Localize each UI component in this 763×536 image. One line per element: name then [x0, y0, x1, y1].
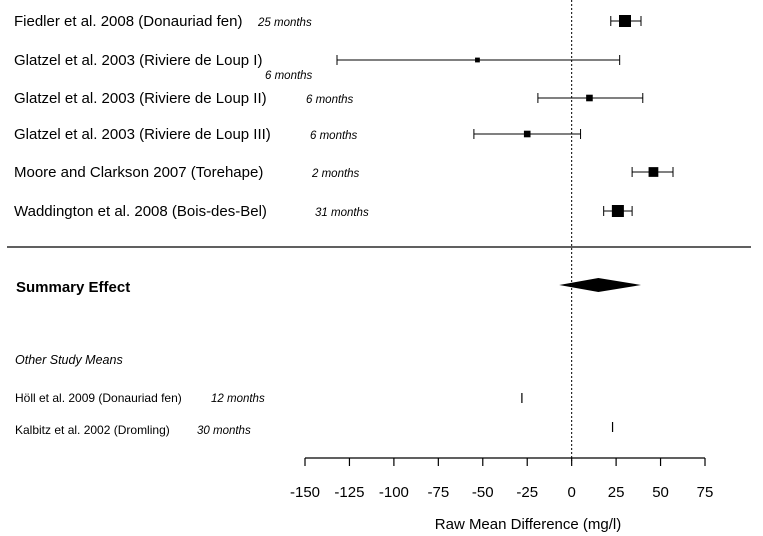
study-label: Glatzel et al. 2003 (Riviere de Loup I)	[14, 52, 262, 69]
x-tick-label: 75	[697, 484, 714, 501]
point-estimate	[619, 15, 631, 27]
x-tick-label: -125	[334, 484, 364, 501]
x-tick-label: -75	[427, 484, 449, 501]
point-estimate	[586, 94, 593, 102]
x-tick-label: 0	[567, 484, 575, 501]
other-study-label: Höll et al. 2009 (Donauriad fen)	[15, 391, 182, 405]
study-row: Glatzel et al. 2003 (Riviere de Loup III…	[14, 126, 358, 143]
study-duration: 6 months	[310, 130, 358, 142]
other-study-label: Kalbitz et al. 2002 (Dromling)	[15, 423, 170, 437]
study-duration: 25 months	[257, 17, 312, 29]
study-label: Glatzel et al. 2003 (Riviere de Loup III…	[14, 126, 271, 143]
study-row: Moore and Clarkson 2007 (Torehape) 2 mon…	[14, 164, 360, 181]
study-duration: 31 months	[315, 207, 369, 219]
point-estimate	[523, 130, 531, 138]
point-estimate	[611, 205, 624, 217]
summary-label: Summary Effect	[16, 279, 130, 296]
summary-marks	[559, 278, 641, 292]
other-study-duration: 30 months	[197, 425, 251, 437]
study-duration: 6 months	[306, 94, 354, 106]
study-marks	[336, 15, 674, 217]
other-study-marks	[521, 393, 614, 432]
x-tick-label: -25	[516, 484, 538, 501]
summary-diamond	[559, 278, 641, 292]
x-tick-label: -100	[379, 484, 409, 501]
point-estimate	[648, 167, 659, 177]
study-duration: 2 months	[311, 168, 360, 180]
study-row: Waddington et al. 2008 (Bois-des-Bel) 31…	[14, 203, 369, 220]
x-tick-label: 50	[652, 484, 669, 501]
study-label: Moore and Clarkson 2007 (Torehape)	[14, 164, 263, 181]
other-studies-heading: Other Study Means	[15, 353, 123, 367]
study-duration: 6 months	[265, 70, 313, 82]
x-tick-label: -150	[290, 484, 320, 501]
study-row: Glatzel et al. 2003 (Riviere de Loup II)…	[14, 90, 354, 107]
other-study-row: Kalbitz et al. 2002 (Dromling) 30 months	[15, 423, 251, 437]
x-tick-label: -50	[472, 484, 494, 501]
study-row: Glatzel et al. 2003 (Riviere de Loup I) …	[14, 52, 313, 82]
other-study-row: Höll et al. 2009 (Donauriad fen) 12 mont…	[15, 391, 265, 405]
x-axis-title: Raw Mean Difference (mg/l)	[435, 516, 621, 533]
x-tick-label: 25	[608, 484, 625, 501]
study-label: Glatzel et al. 2003 (Riviere de Loup II)	[14, 90, 267, 107]
other-study-duration: 12 months	[211, 393, 265, 405]
study-label: Fiedler et al. 2008 (Donauriad fen)	[14, 13, 242, 30]
study-row: Fiedler et al. 2008 (Donauriad fen) 25 m…	[14, 13, 312, 30]
point-estimate	[475, 57, 480, 63]
study-label: Waddington et al. 2008 (Bois-des-Bel)	[14, 203, 267, 220]
x-axis: -150 -125 -100 -75 -50 -25 0 25 50 75	[290, 457, 714, 501]
